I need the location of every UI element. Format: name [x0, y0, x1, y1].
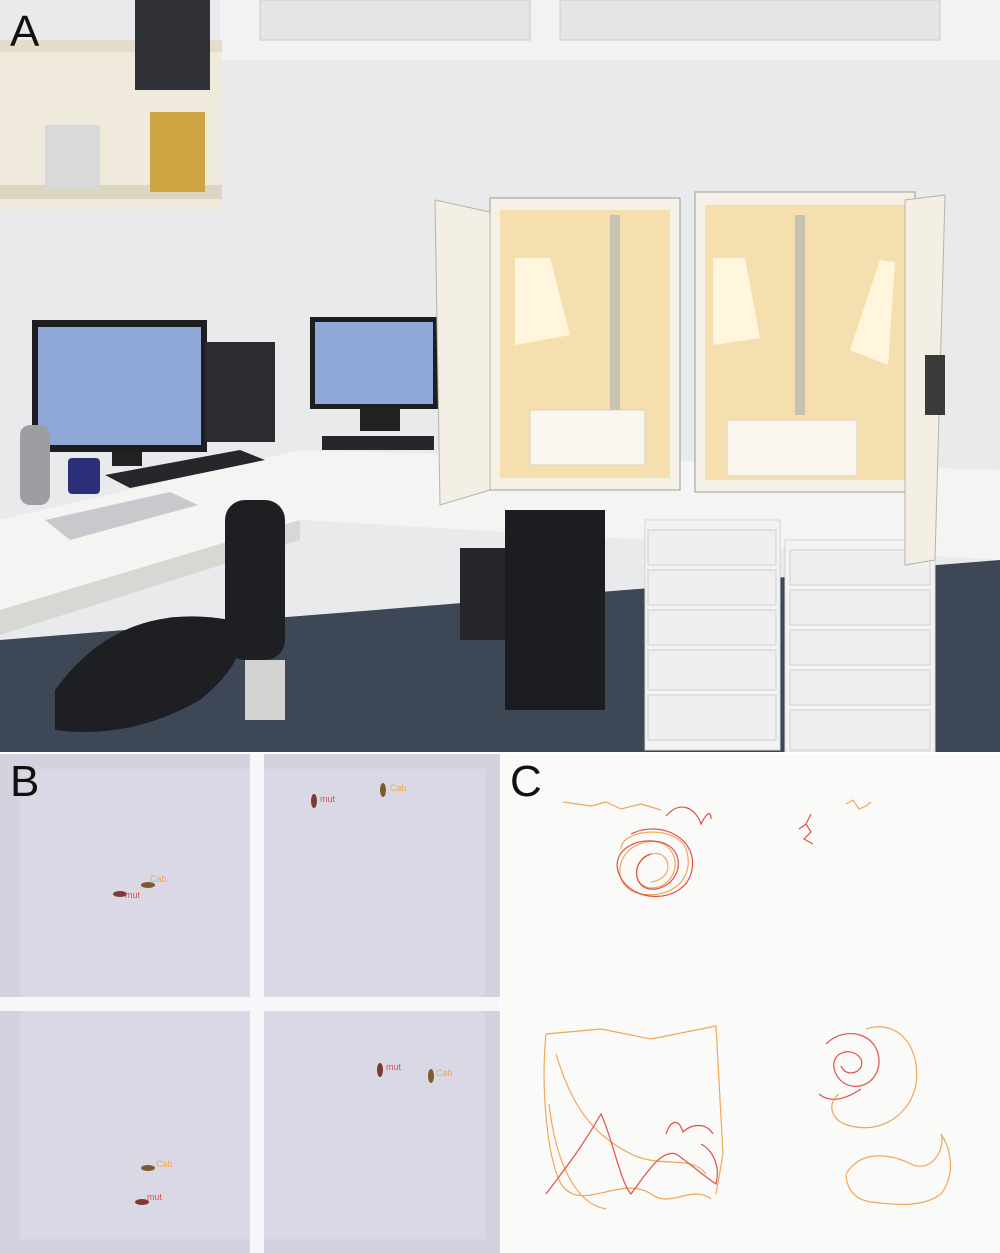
monitor-left	[32, 320, 207, 466]
trajectory-cab-top-right	[845, 799, 872, 810]
larva-mut-4: mut	[135, 1192, 163, 1205]
arena-divider-horizontal	[0, 997, 500, 1011]
panel-c-trajectories	[501, 754, 1000, 1253]
drawer-unit-right	[784, 539, 936, 752]
trajectory-cab-bottom-left	[543, 1025, 724, 1210]
keyboard-left	[105, 450, 265, 488]
wall-shelf	[0, 0, 222, 210]
larva-cab-1: Cab	[380, 783, 407, 797]
track-label: mut	[125, 890, 141, 900]
trajectory-mut-top-left	[616, 806, 712, 897]
drawer-unit-left	[644, 519, 781, 751]
panel-label-c: C	[510, 757, 542, 806]
larva-mut-3: mut	[377, 1062, 402, 1077]
trajectory-cab-bottom-right	[831, 1026, 952, 1206]
mug	[68, 458, 100, 494]
larva-cab-3: Cab	[428, 1068, 453, 1083]
larva-cab-2: Cab	[141, 874, 167, 888]
keyboard-right	[322, 436, 434, 450]
track-label: mut	[320, 794, 336, 804]
trajectory-mut-bottom-right	[818, 1033, 880, 1101]
panel-label-a: A	[10, 7, 40, 56]
recording-cabinet-left	[434, 197, 681, 506]
larva-mut-1: mut	[311, 794, 336, 808]
track-label: mut	[386, 1062, 402, 1072]
track-label: Cab	[156, 1159, 173, 1169]
track-label: Cab	[150, 874, 167, 884]
larva-cab-4: Cab	[141, 1159, 173, 1171]
panel-a-photo	[0, 0, 1000, 752]
laptop	[45, 492, 198, 540]
panel-b-arena: Cab mut Cab mut mut Cab Cab mut	[0, 754, 500, 1253]
cabinet-handle	[925, 355, 945, 415]
recording-cabinet-right	[694, 191, 946, 566]
monitor-right	[310, 317, 438, 431]
desktop-tower	[205, 342, 275, 442]
track-label: Cab	[390, 783, 407, 793]
track-label: mut	[147, 1192, 163, 1202]
bottle	[20, 425, 50, 505]
panel-label-b: B	[10, 757, 40, 806]
trajectory-mut-bottom-left	[545, 1112, 718, 1195]
larva-mut-2: mut	[113, 890, 141, 900]
track-label: Cab	[436, 1068, 453, 1078]
office-chair	[55, 500, 285, 732]
trajectory-mut-top-right	[798, 813, 814, 845]
floor-pc	[505, 510, 605, 710]
